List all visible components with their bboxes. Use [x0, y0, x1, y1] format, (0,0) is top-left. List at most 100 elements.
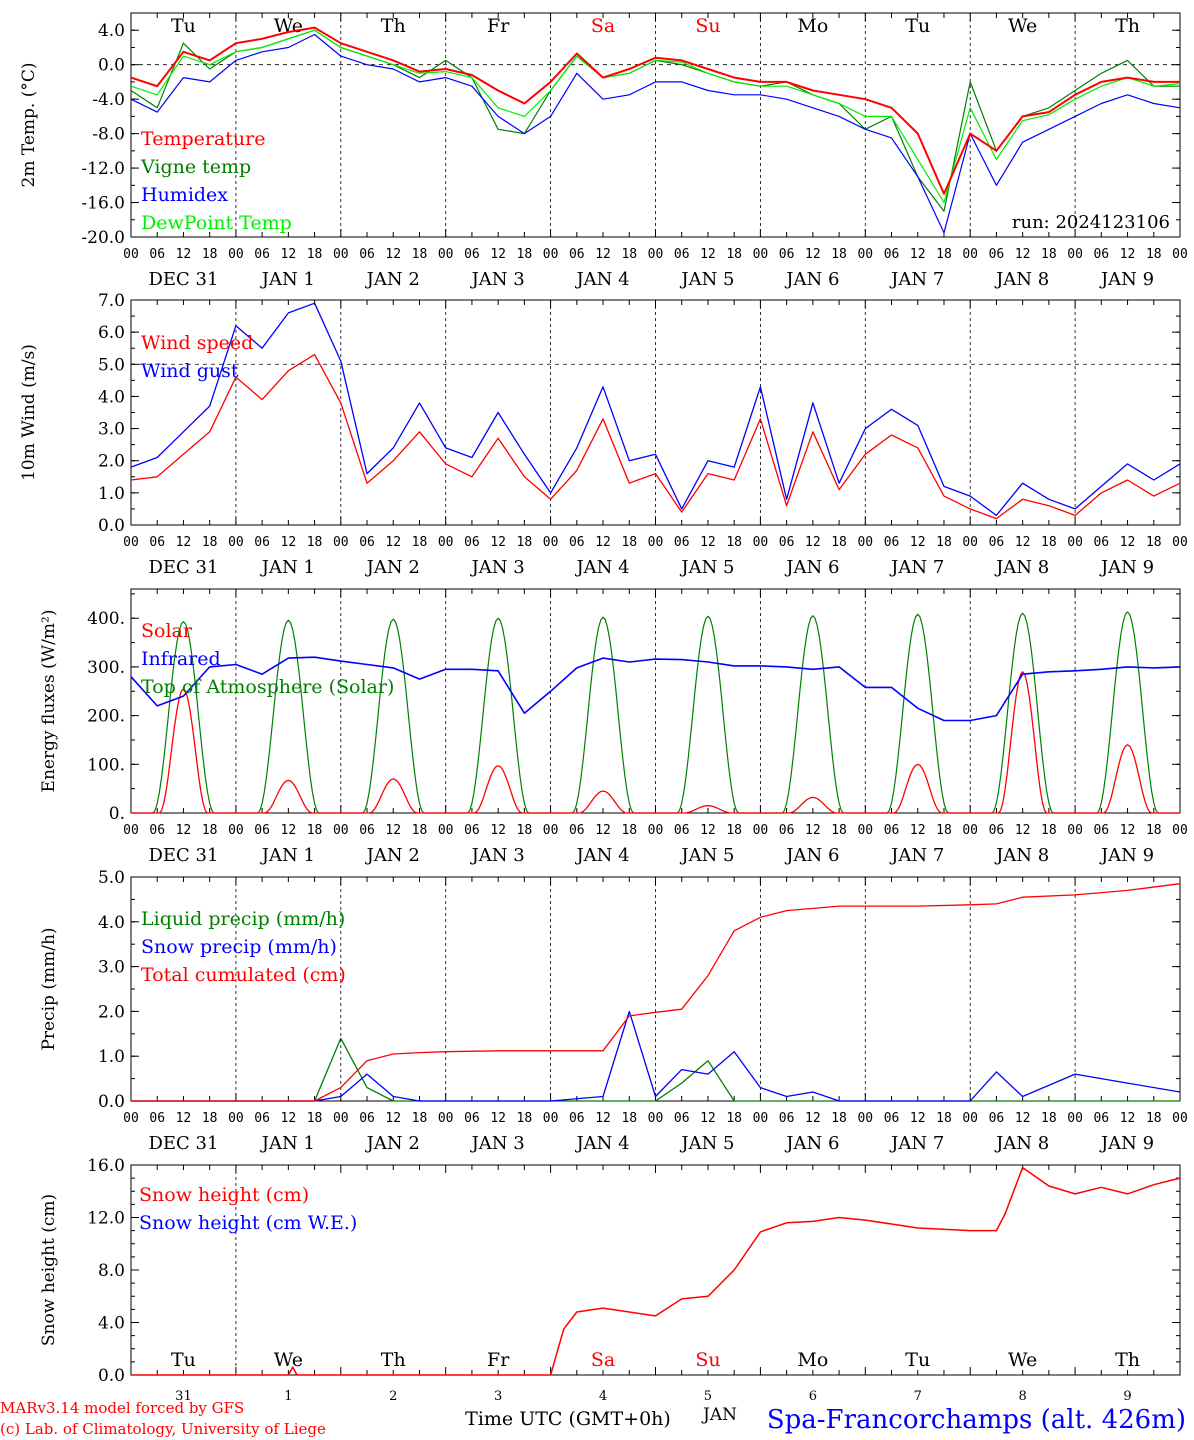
- hour-tick-label: 18: [621, 247, 637, 262]
- legend-entry: Total cumulated (cm): [141, 964, 346, 986]
- y-axis-label: Energy fluxes (W/m²): [39, 610, 59, 793]
- hour-tick-label: 06: [464, 823, 480, 838]
- hour-tick-label: 18: [307, 1111, 323, 1126]
- hour-tick-label: 00: [648, 535, 664, 550]
- hour-tick-label: 06: [674, 247, 690, 262]
- hour-tick-label: 18: [412, 1111, 428, 1126]
- day-number-label: 8: [1019, 1389, 1027, 1404]
- date-label: JAN 6: [784, 557, 839, 578]
- hour-tick-label: 12: [385, 247, 401, 262]
- hour-tick-label: 12: [385, 823, 401, 838]
- date-label: JAN 9: [1099, 845, 1154, 866]
- hour-tick-label: 00: [543, 823, 559, 838]
- day-number-label: 4: [599, 1389, 607, 1404]
- hour-tick-label: 18: [202, 535, 218, 550]
- hour-tick-label: 18: [517, 247, 533, 262]
- hour-tick-label: 06: [1093, 535, 1109, 550]
- y-axis-label: 10m Wind (m/s): [19, 344, 39, 481]
- hour-tick-label: 12: [176, 823, 192, 838]
- hour-tick-label: 12: [490, 1111, 506, 1126]
- hour-tick-label: 18: [307, 823, 323, 838]
- weekday-label: Th: [1115, 1349, 1140, 1371]
- hour-tick-label: 12: [1015, 1111, 1031, 1126]
- weekday-label: Th: [1115, 15, 1140, 37]
- legend-entry: Vigne temp: [140, 156, 251, 178]
- hour-tick-label: 06: [359, 535, 375, 550]
- weekday-label: Fr: [487, 1349, 510, 1371]
- hour-tick-label: 00: [648, 247, 664, 262]
- hour-tick-label: 00: [962, 535, 978, 550]
- hour-tick-label: 18: [1146, 247, 1162, 262]
- hour-tick-label: 18: [517, 535, 533, 550]
- y-tick-label: 300.: [87, 658, 125, 678]
- hour-tick-label: 00: [438, 247, 454, 262]
- weekday-label: Tu: [171, 15, 196, 37]
- y-tick-label: 100.: [87, 755, 125, 775]
- hour-tick-label: 12: [910, 247, 926, 262]
- hour-tick-label: 06: [674, 535, 690, 550]
- hour-tick-label: 18: [517, 1111, 533, 1126]
- date-label: JAN 8: [994, 1133, 1049, 1154]
- day-number-label: 5: [704, 1389, 712, 1404]
- date-label: JAN 1: [260, 269, 315, 290]
- date-label: JAN 2: [365, 269, 420, 290]
- hour-tick-label: 12: [490, 247, 506, 262]
- hour-tick-label: 12: [805, 1111, 821, 1126]
- hour-tick-label: 12: [281, 535, 297, 550]
- hour-tick-label: 12: [910, 1111, 926, 1126]
- legend-entry: Liquid precip (mm/h): [141, 908, 345, 930]
- date-label: DEC 31: [148, 845, 218, 866]
- hour-tick-label: 06: [674, 823, 690, 838]
- y-tick-label: 1.0: [98, 484, 125, 504]
- day-number-label: 6: [809, 1389, 817, 1404]
- legend-entry: Wind speed: [141, 332, 253, 354]
- weekday-label: Th: [381, 15, 406, 37]
- y-tick-label: 8.0: [98, 1261, 125, 1281]
- y-tick-label: 0.0: [98, 56, 125, 76]
- hour-tick-label: 00: [753, 535, 769, 550]
- hour-tick-label: 18: [831, 247, 847, 262]
- hour-tick-label: 00: [1067, 535, 1083, 550]
- hour-tick-label: 00: [753, 247, 769, 262]
- hour-tick-label: 18: [307, 247, 323, 262]
- series-line-red: [130, 353, 1181, 520]
- date-label: JAN 7: [889, 557, 944, 578]
- y-tick-label: 2.0: [98, 452, 125, 472]
- hour-tick-label: 06: [1093, 823, 1109, 838]
- hour-tick-label: 06: [464, 1111, 480, 1126]
- hour-tick-label: 12: [805, 535, 821, 550]
- date-label: JAN 7: [889, 1133, 944, 1154]
- hour-tick-label: 18: [1041, 535, 1057, 550]
- hour-tick-label: 00: [1067, 823, 1083, 838]
- date-label: JAN 9: [1099, 269, 1154, 290]
- day-number-label: 7: [914, 1389, 922, 1404]
- hour-tick-label: 12: [281, 1111, 297, 1126]
- weekday-label: Tu: [905, 15, 930, 37]
- hour-tick-label: 18: [1146, 1111, 1162, 1126]
- hour-tick-label: 12: [1120, 247, 1136, 262]
- credit-line: MARv3.14 model forced by GFS: [0, 1399, 244, 1417]
- date-label: JAN 4: [574, 845, 629, 866]
- hour-tick-label: 12: [700, 247, 716, 262]
- hour-tick-label: 06: [254, 247, 270, 262]
- hour-tick-label: 00: [228, 1111, 244, 1126]
- hour-tick-label: 06: [779, 823, 795, 838]
- legend-entry: Infrared: [141, 648, 221, 670]
- hour-tick-label: 00: [333, 823, 349, 838]
- legend-entry: Snow height (cm W.E.): [139, 1212, 357, 1234]
- weekday-label: We: [1008, 1349, 1037, 1371]
- hour-tick-label: 00: [1172, 535, 1188, 550]
- y-tick-label: 5.0: [98, 868, 125, 888]
- date-label: JAN 3: [470, 845, 525, 866]
- date-label: JAN 1: [260, 845, 315, 866]
- hour-tick-label: 18: [1146, 823, 1162, 838]
- hour-tick-label: 06: [779, 247, 795, 262]
- date-label: JAN 3: [470, 269, 525, 290]
- y-tick-label: 400.: [87, 609, 125, 629]
- hour-tick-label: 00: [962, 1111, 978, 1126]
- date-label: JAN 5: [679, 269, 734, 290]
- series-line-red: [131, 883, 1181, 1102]
- hour-tick-label: 18: [1146, 535, 1162, 550]
- hour-tick-label: 06: [1093, 1111, 1109, 1126]
